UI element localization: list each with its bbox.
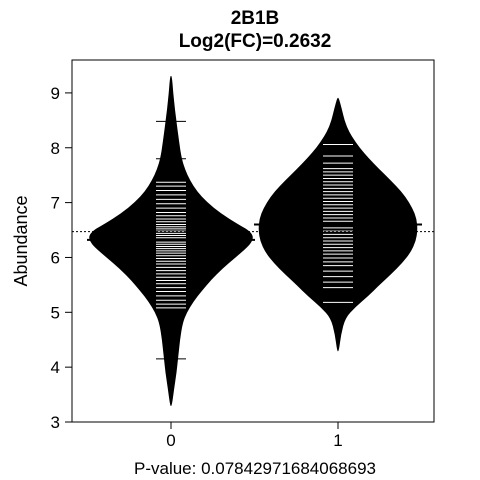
x-tick-label: 1	[333, 431, 342, 450]
y-axis-label: Abundance	[11, 195, 31, 286]
bean-shape-group-0	[89, 76, 253, 406]
y-tick-label: 7	[51, 194, 60, 213]
y-tick-label: 8	[51, 139, 60, 158]
y-tick-label: 6	[51, 248, 60, 267]
chart-title: 2B1B	[231, 8, 280, 29]
y-tick-label: 9	[51, 84, 60, 103]
y-tick-label: 5	[51, 303, 60, 322]
means-layer	[72, 223, 434, 241]
chart-subtitle: Log2(FC)=0.2632	[179, 31, 332, 52]
x-tick-label: 0	[166, 431, 175, 450]
y-tick-label: 3	[51, 413, 60, 432]
x-axis-label: P-value: 0.07842971684068693	[134, 459, 376, 478]
plot-border	[71, 59, 435, 423]
y-tick-label: 4	[51, 358, 60, 377]
y-axis: 3 4 5 6 7 8 9	[51, 84, 72, 432]
